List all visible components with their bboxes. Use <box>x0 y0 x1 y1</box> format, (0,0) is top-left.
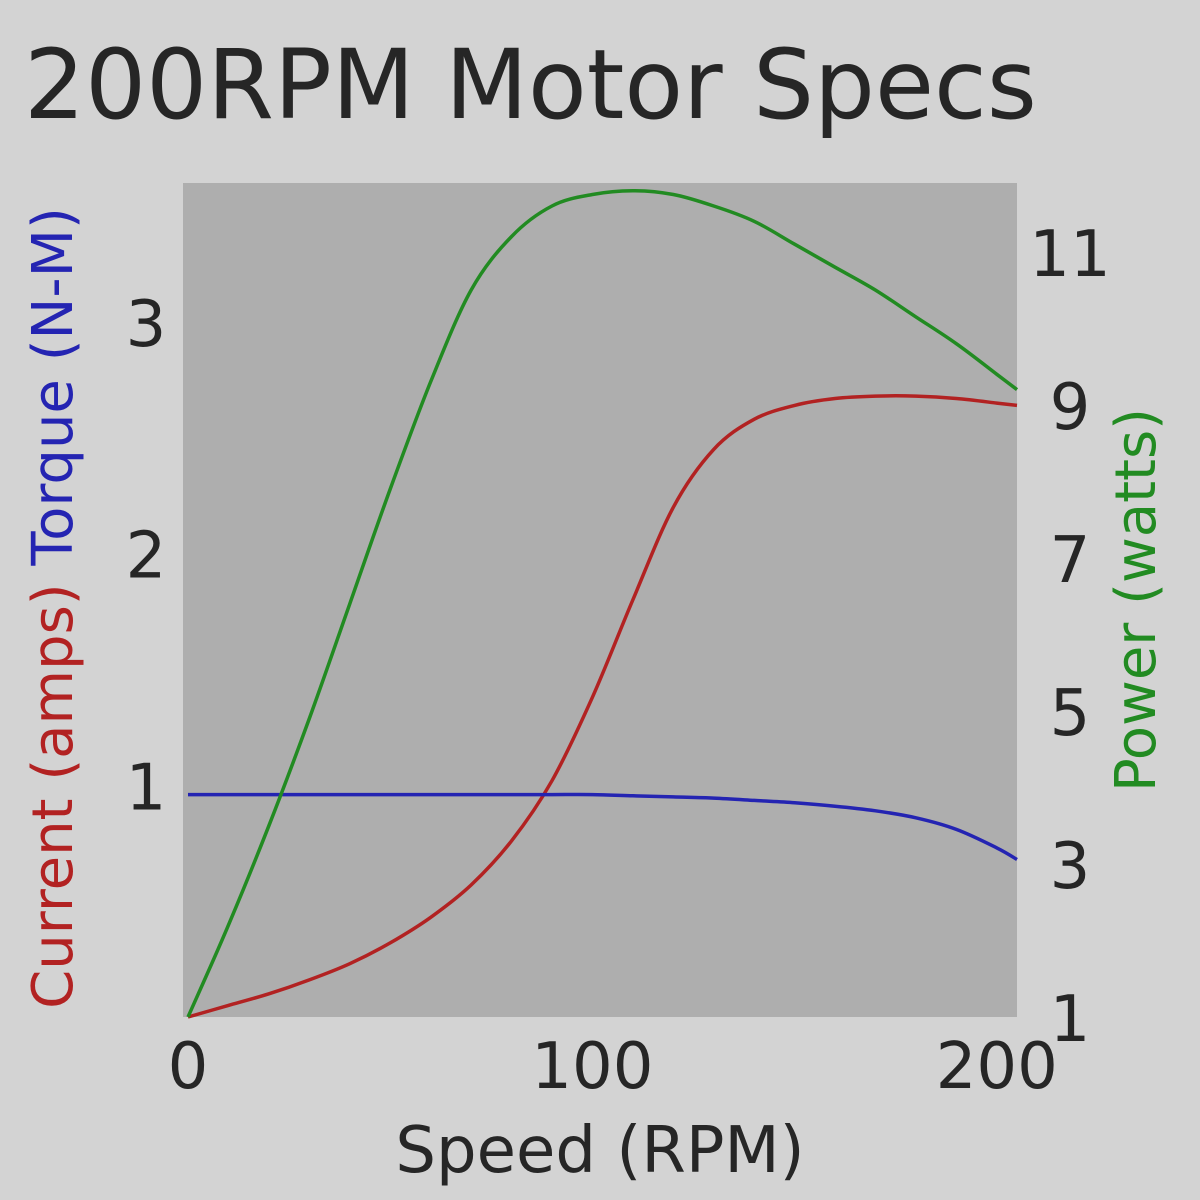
right-y-tick-label: 1 <box>1050 983 1091 1057</box>
plot-area <box>183 183 1017 1017</box>
x-tick-label: 100 <box>531 1030 653 1104</box>
left-y-tick-label: 3 <box>126 288 167 362</box>
current-axis-label: Current (amps) <box>21 583 86 1008</box>
chart-title: 200RPM Motor Specs <box>24 29 1037 141</box>
left-y-tick-label: 2 <box>126 520 167 594</box>
left-axis-label: Current (amps) Torque (N-M) <box>21 207 86 1009</box>
series-line-torque-n-m <box>188 792 1018 862</box>
series-line-current-amps <box>187 394 1018 1019</box>
x-tick-label: 200 <box>936 1030 1058 1104</box>
right-y-tick-label: 9 <box>1050 371 1091 445</box>
left-y-tick-label: 1 <box>126 751 167 825</box>
x-tick-label: 0 <box>168 1030 209 1104</box>
right-axis-label: Power (watts) <box>1104 408 1169 792</box>
right-y-tick-label: 11 <box>1029 218 1110 292</box>
right-y-tick-label: 7 <box>1050 524 1091 598</box>
right-y-tick-label: 3 <box>1050 830 1091 904</box>
torque-axis-label: Torque (N-M) <box>21 207 86 566</box>
x-axis-label: Speed (RPM) <box>395 1114 804 1188</box>
series-line-power-watts <box>186 188 1019 1018</box>
right-y-tick-label: 5 <box>1050 677 1091 751</box>
series-layer <box>186 188 1019 1019</box>
